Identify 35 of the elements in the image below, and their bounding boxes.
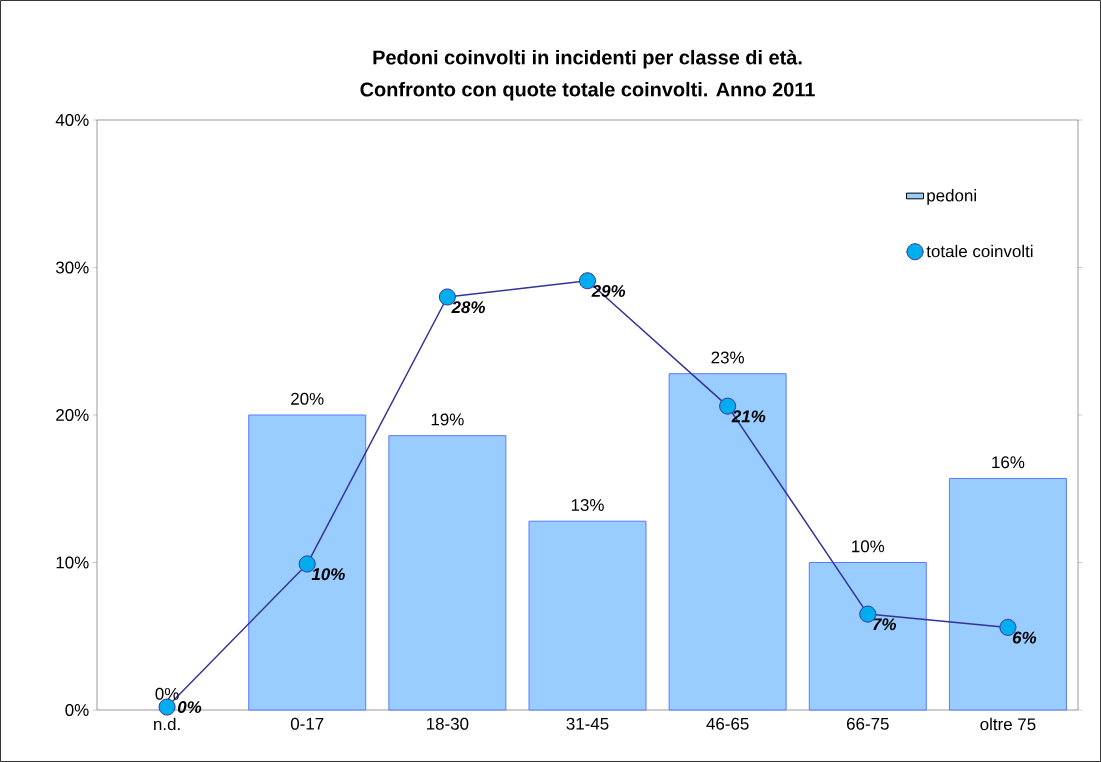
bar [388,435,507,711]
legend-label: totale coinvolti [926,244,1033,258]
chart-title: Pedoni coinvolti in incidenti per classe di età. [373,49,802,69]
x-tick-label: n.d. [154,717,180,731]
y-tick-label: 30% [55,261,89,274]
x-tick-label: 18-30 [427,717,469,730]
data-label: 20% [291,392,324,405]
data-label: 0% [155,687,179,700]
data-label: 10% [852,540,885,553]
data-label: 23% [711,351,744,364]
chart-subtitle: Confronto con quote totale coinvolti. Anno 2011 [360,81,815,101]
bar [528,520,647,711]
data-label: 19% [431,413,464,426]
y-tick-label: 0% [65,704,89,716]
data-label: 6% [1012,631,1037,644]
y-tick-label: 40% [55,113,89,126]
bar [668,373,787,711]
bar [808,562,927,711]
x-tick-label: oltre 75 [980,717,1036,731]
y-tick-label: 20% [56,409,89,421]
data-label: 16% [992,456,1025,469]
x-tick-label: 0-17 [290,717,324,730]
data-label: 21% [731,410,766,423]
legend-label: pedoni [927,189,976,205]
x-tick-label: 46-65 [706,717,749,730]
data-label: 10% [311,568,345,581]
data-label: 7% [873,618,896,631]
x-tick-label: 66-75 [846,717,889,730]
y-tick-label: 10% [56,556,89,569]
bar [948,477,1067,711]
data-label: 0% [177,701,202,714]
data-label: 13% [571,499,604,511]
x-tick-label: 31-45 [566,717,609,730]
bar [248,414,367,711]
data-label: 28% [451,301,485,314]
